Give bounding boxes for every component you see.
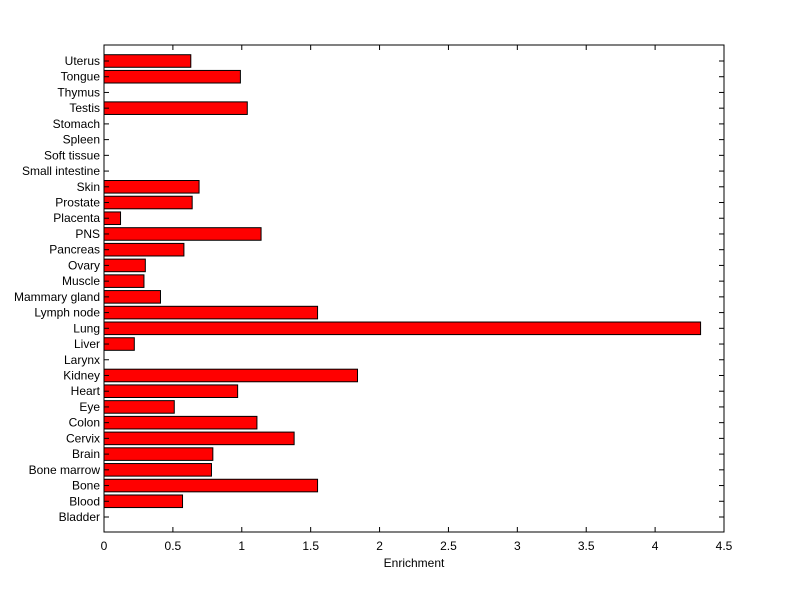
y-tick-label: PNS	[75, 227, 100, 241]
x-axis-label: Enrichment	[384, 556, 445, 570]
y-tick-label: Bone	[72, 479, 100, 493]
y-tick-label: Liver	[74, 337, 100, 351]
bar-skin	[103, 180, 200, 194]
y-tick-label: Cervix	[66, 431, 100, 445]
y-tick-label: Stomach	[53, 117, 100, 131]
x-tick-label: 0	[101, 539, 108, 553]
bar-prostate	[103, 195, 193, 210]
x-tick-label: 1	[238, 539, 245, 553]
y-tick-label: Ovary	[68, 258, 100, 272]
x-tick-label: 4.5	[716, 539, 733, 553]
y-tick-label: Colon	[69, 416, 100, 430]
bar-bone-marrow	[103, 463, 212, 477]
y-tick-label: Spleen	[63, 133, 100, 147]
bar-mammary-gland	[103, 290, 161, 304]
x-tick-label: 3	[514, 539, 521, 553]
bar-tongue	[103, 69, 241, 84]
bar-cervix	[103, 431, 295, 446]
bar-lung	[103, 321, 702, 336]
bar-heart	[103, 384, 239, 399]
y-tick-label: Uterus	[65, 54, 100, 68]
x-ticks-group: 0 0.5 1 1.5 2 2.5 3 3.5 4 4.5	[101, 45, 733, 553]
y-tick-label: Bladder	[59, 510, 100, 524]
x-tick-label: 1.5	[302, 539, 319, 553]
y-tick-label: Kidney	[63, 368, 100, 382]
bar-testis	[103, 101, 248, 115]
y-tick-label: Testis	[69, 101, 100, 115]
y-tick-label: Prostate	[55, 196, 100, 210]
x-tick-label: 2.5	[440, 539, 457, 553]
y-tick-label: Small intestine	[22, 164, 100, 178]
y-tick-label: Bone marrow	[29, 463, 101, 477]
bar-muscle	[103, 274, 145, 288]
bar-ovary	[103, 258, 146, 273]
plot-frame	[103, 44, 725, 533]
y-tick-label: Skin	[77, 180, 100, 194]
bar-pancreas	[103, 242, 185, 257]
x-tick-label: 2	[376, 539, 383, 553]
y-tick-label: Soft tissue	[44, 148, 100, 162]
y-tick-label: Lung	[73, 321, 100, 335]
bar-lymph-node	[103, 305, 319, 320]
bar-blood	[103, 494, 184, 509]
y-tick-label: Mammary gland	[14, 290, 100, 304]
y-tick-label: Eye	[79, 400, 100, 414]
y-tick-label: Pancreas	[49, 243, 100, 257]
y-tick-label: Placenta	[53, 211, 100, 225]
bar-pns	[103, 227, 262, 241]
x-tick-label: 4	[652, 539, 659, 553]
y-tick-label: Muscle	[62, 274, 100, 288]
bar-bone	[103, 478, 319, 493]
y-tick-label: Lymph node	[34, 306, 100, 320]
x-tick-label: 3.5	[578, 539, 595, 553]
bar-brain	[103, 447, 214, 461]
y-tick-label: Larynx	[64, 353, 100, 367]
bar-eye	[103, 400, 175, 414]
y-tick-label: Tongue	[61, 70, 101, 84]
bar-uterus	[103, 54, 192, 68]
y-tick-label: Thymus	[57, 85, 100, 99]
y-tick-label: Heart	[71, 384, 101, 398]
bar-colon	[103, 415, 258, 430]
y-tick-label: Blood	[69, 494, 100, 508]
y-tick-label: Brain	[72, 447, 100, 461]
bar-kidney	[103, 368, 359, 383]
x-tick-label: 0.5	[165, 539, 182, 553]
